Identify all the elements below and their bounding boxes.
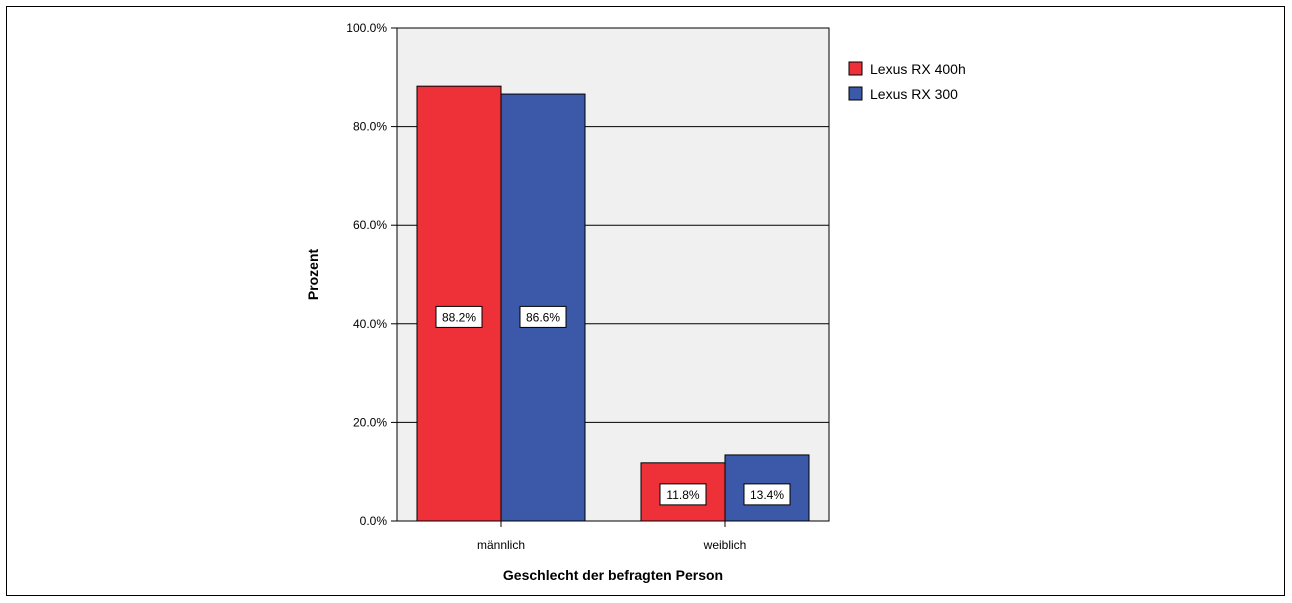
legend-label: Lexus RX 300 — [870, 86, 958, 102]
y-tick-label: 40.0% — [353, 317, 387, 331]
bar-rx400h-0 — [416, 85, 502, 522]
x-axis: männlich weiblich — [397, 520, 829, 552]
data-label: 86.6% — [526, 310, 560, 324]
data-label-box — [743, 483, 791, 506]
y-axis-title: Prozent — [305, 248, 321, 300]
x-tick-label: männlich — [477, 538, 525, 552]
data-label-box — [519, 305, 567, 328]
legend: Lexus RX 400h Lexus RX 300 — [848, 61, 966, 102]
y-tick-label: 20.0% — [353, 415, 387, 429]
y-tick-label: 100.0% — [346, 21, 387, 35]
chart-frame — [6, 6, 1285, 596]
y-tick-label: 0.0% — [360, 514, 388, 528]
data-label: 11.8% — [666, 488, 699, 502]
bars: 88.2% 86.6% 11.8% 13.4% — [416, 85, 810, 522]
legend-swatch — [848, 86, 863, 101]
legend-label: Lexus RX 400h — [870, 61, 966, 77]
y-tick-label: 60.0% — [353, 218, 387, 232]
legend-swatch — [848, 61, 863, 76]
data-label: 88.2% — [442, 310, 476, 324]
data-label-box — [435, 305, 483, 328]
x-tick-label: weiblich — [703, 538, 747, 552]
x-axis-title: Geschlecht der befragten Person — [503, 567, 723, 583]
data-label-box — [659, 483, 707, 506]
data-label: 13.4% — [750, 488, 784, 502]
y-tick-label: 80.0% — [353, 120, 387, 134]
y-axis: 0.0% 20.0% 40.0% 60.0% 80.0% 100.0% — [346, 21, 398, 528]
